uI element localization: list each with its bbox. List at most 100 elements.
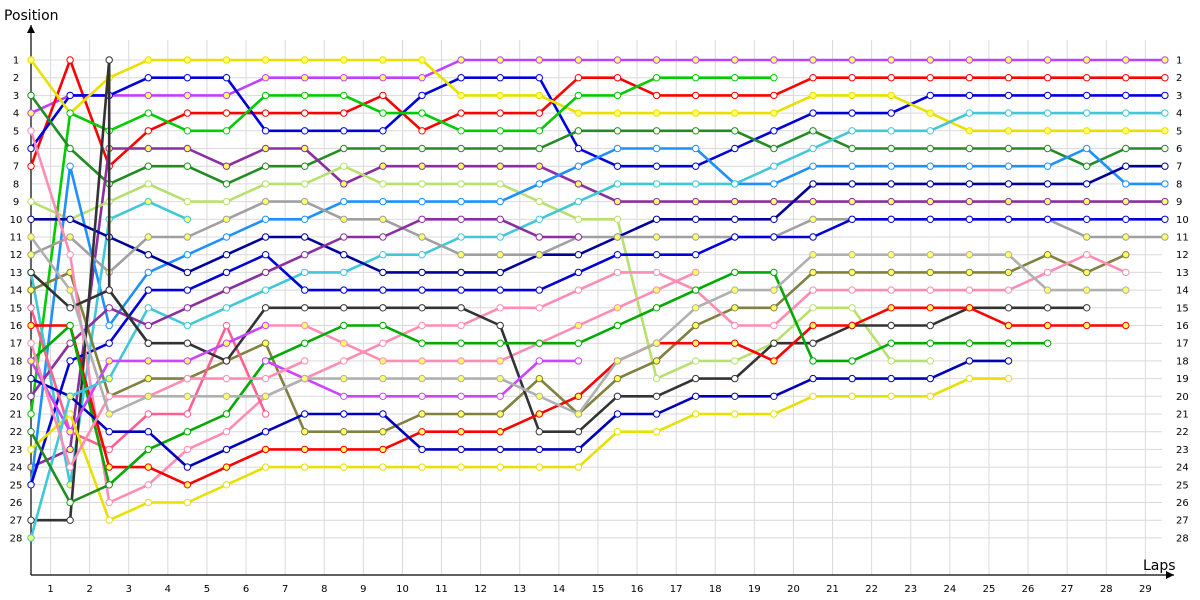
data-point (1004, 321, 1013, 330)
data-point (809, 286, 817, 294)
data-point (496, 91, 504, 100)
x-tick-label: 25 (983, 584, 996, 595)
right-y-tick-label: 13 (1176, 268, 1189, 279)
data-point (340, 268, 348, 277)
data-point (340, 162, 348, 170)
data-point (457, 357, 465, 365)
data-point (222, 268, 231, 277)
data-point (926, 127, 934, 135)
data-point (105, 481, 113, 489)
data-point (457, 74, 465, 82)
data-point (1004, 91, 1013, 100)
data-point (731, 127, 739, 135)
data-point (731, 91, 739, 100)
x-tick-label: 14 (552, 584, 565, 595)
data-point (1043, 127, 1052, 135)
data-point (261, 109, 270, 117)
x-axis-title: Laps (1143, 558, 1176, 574)
data-point (692, 162, 700, 170)
data-point (27, 268, 35, 277)
data-point (27, 127, 35, 135)
data-point (1083, 233, 1091, 241)
data-point (1122, 162, 1130, 170)
data-point (457, 109, 465, 117)
data-point (926, 268, 934, 277)
data-point (848, 251, 856, 259)
data-point (1043, 304, 1052, 312)
data-point (301, 91, 309, 100)
data-point (496, 304, 504, 312)
data-point (1004, 74, 1013, 82)
data-point (496, 233, 504, 241)
data-point (144, 445, 153, 454)
data-point (965, 357, 974, 365)
data-point (535, 392, 543, 400)
data-point (261, 233, 270, 241)
data-point (379, 428, 387, 436)
x-axis-arrow (1166, 571, 1174, 579)
data-point (27, 445, 35, 454)
data-point (496, 445, 504, 454)
data-point (183, 428, 192, 436)
data-point (574, 91, 583, 100)
right-y-tick-label: 15 (1176, 303, 1189, 314)
data-point (770, 215, 778, 224)
right-y-tick-label: 3 (1176, 91, 1182, 102)
data-point (574, 251, 583, 259)
data-point (379, 357, 387, 365)
data-point (848, 321, 856, 330)
data-point (105, 392, 113, 400)
data-point (222, 481, 231, 489)
data-point (66, 215, 74, 224)
data-point (652, 268, 661, 277)
right-y-tick-label: 27 (1176, 516, 1189, 527)
data-point (809, 127, 817, 135)
data-point (222, 215, 231, 224)
series-line (29, 147, 1165, 485)
right-y-tick-label: 18 (1176, 356, 1189, 367)
y-tick-label: 3 (13, 91, 19, 102)
data-point (261, 445, 270, 454)
data-point (496, 180, 504, 188)
data-point (1122, 91, 1130, 100)
series-lines (27, 56, 1169, 542)
data-point (1004, 374, 1013, 383)
data-point (1004, 286, 1013, 294)
data-point (496, 410, 504, 418)
data-point (1043, 321, 1052, 330)
data-point (1083, 74, 1091, 82)
data-point (926, 374, 934, 383)
x-tick-label: 16 (631, 584, 644, 595)
data-point (535, 286, 543, 294)
data-point (457, 463, 465, 471)
data-point (1083, 91, 1091, 100)
data-point (261, 268, 270, 277)
data-point (1161, 215, 1169, 224)
data-point (613, 392, 622, 400)
data-point (613, 180, 622, 188)
data-point (66, 251, 74, 259)
data-point (27, 197, 35, 206)
data-point (496, 215, 504, 224)
data-point (301, 428, 309, 436)
data-point (379, 74, 387, 82)
data-point (105, 516, 113, 524)
data-point (340, 357, 348, 365)
data-point (1043, 144, 1052, 153)
x-tick-label: 4 (165, 584, 171, 595)
data-point (379, 197, 387, 206)
data-point (183, 410, 192, 418)
data-point (809, 233, 817, 241)
data-point (692, 321, 700, 330)
data-point (613, 144, 622, 153)
right-y-tick-label: 10 (1176, 215, 1189, 226)
data-point (340, 374, 348, 383)
data-point (222, 56, 231, 64)
data-point (261, 144, 270, 153)
data-point (261, 197, 270, 206)
data-point (418, 197, 426, 206)
data-point (535, 109, 543, 117)
data-point (418, 410, 426, 418)
data-point (301, 215, 309, 224)
